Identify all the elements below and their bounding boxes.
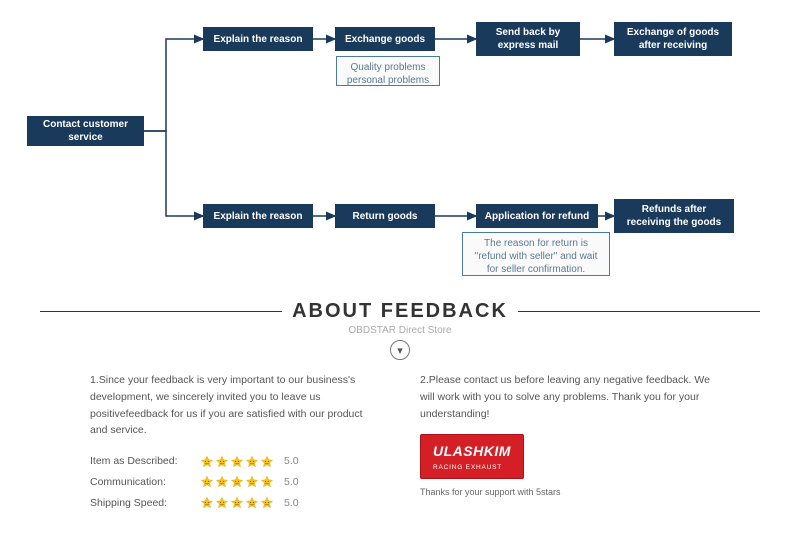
flow-node-explain2: Explain the reason [203, 204, 313, 228]
brand-sub: RACING EXHAUST [433, 463, 511, 473]
rating-score: 5.0 [284, 453, 299, 470]
brand-main: ULASHKIM [433, 440, 511, 462]
feedback-body: 1.Since your feedback is very important … [0, 360, 800, 516]
ratings-block: Item as Described:5.0Communication:5.0Sh… [90, 453, 380, 511]
flow-node-apply: Application for refund [476, 204, 598, 228]
flow-node-exgoods: Exchange of goods after receiving [614, 22, 732, 56]
feedback-subtitle: OBDSTAR Direct Store [0, 325, 800, 336]
flow-node-return: Return goods [335, 204, 435, 228]
rating-label: Communication: [90, 474, 200, 491]
flow-node-sendback: Send back by express mail [476, 22, 580, 56]
rating-label: Item as Described: [90, 453, 200, 470]
thanks-text: Thanks for your support with 5stars [420, 485, 710, 499]
rating-stars [200, 496, 274, 510]
feedback-para-2: 2.Please contact us before leaving any n… [420, 372, 710, 422]
brand-logo: ULASHKIM RACING EXHAUST [420, 434, 524, 479]
feedback-title: ABOUT FEEDBACK [292, 300, 508, 323]
rating-row: Item as Described: 5.0 [90, 453, 380, 470]
rating-row: Shipping Speed: 5.0 [90, 495, 380, 512]
return-exchange-flowchart: Contact customer service Explain the reas… [0, 0, 800, 290]
feedback-para-1: 1.Since your feedback is very important … [90, 372, 380, 439]
divider-right [518, 311, 760, 312]
feedback-section: ABOUT FEEDBACK OBDSTAR Direct Store ▾ 1.… [0, 290, 800, 516]
rating-row: Communication: 5.0 [90, 474, 380, 491]
rating-score: 5.0 [284, 474, 299, 491]
flow-node-explain1: Explain the reason [203, 27, 313, 51]
rating-stars [200, 455, 274, 469]
flow-node-refunds: Refunds after receiving the goods [614, 199, 734, 233]
flow-node-exchange: Exchange goods [335, 27, 435, 51]
down-arrow-icon: ▾ [0, 340, 800, 360]
rating-score: 5.0 [284, 495, 299, 512]
feedback-col-right: 2.Please contact us before leaving any n… [420, 372, 710, 516]
flow-note-note1: Quality problems personal problems [336, 56, 440, 86]
feedback-col-left: 1.Since your feedback is very important … [90, 372, 380, 516]
flow-node-contact: Contact customer service [27, 116, 144, 146]
rating-label: Shipping Speed: [90, 495, 200, 512]
flow-note-note2: The reason for return is "refund with se… [462, 232, 610, 276]
divider-left [40, 311, 282, 312]
rating-stars [200, 475, 274, 489]
feedback-header: ABOUT FEEDBACK [0, 300, 800, 323]
